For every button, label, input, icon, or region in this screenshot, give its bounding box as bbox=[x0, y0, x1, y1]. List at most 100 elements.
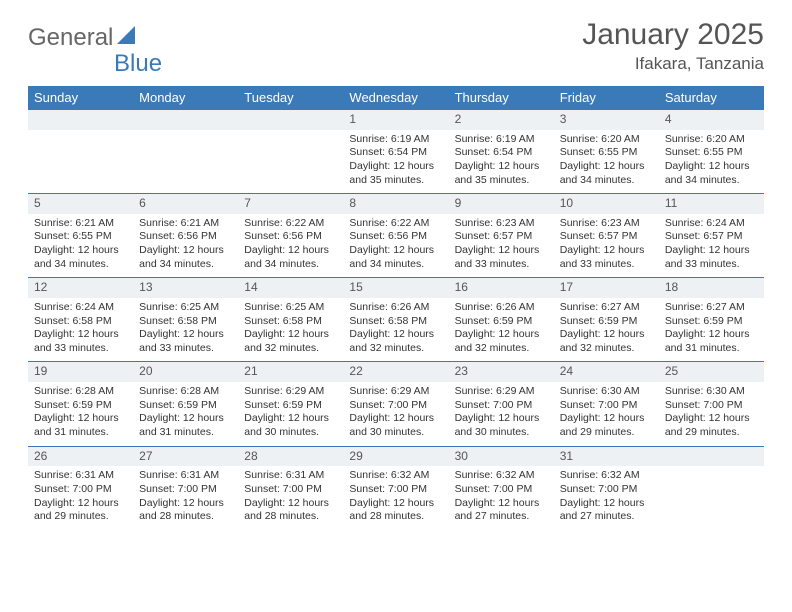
day-content-cell: Sunrise: 6:32 AMSunset: 7:00 PMDaylight:… bbox=[554, 466, 659, 530]
sunrise-line: Sunrise: 6:28 AM bbox=[34, 385, 127, 399]
sunset-line: Sunset: 6:58 PM bbox=[349, 315, 442, 329]
day-content-cell bbox=[133, 130, 238, 194]
location: Ifakara, Tanzania bbox=[582, 54, 764, 74]
day-number-row: 12131415161718 bbox=[28, 278, 764, 298]
sunset-line: Sunset: 6:57 PM bbox=[665, 230, 758, 244]
daylight-line: Daylight: 12 hours and 32 minutes. bbox=[560, 328, 653, 355]
weekday-header: Saturday bbox=[659, 86, 764, 110]
sunset-line: Sunset: 7:00 PM bbox=[349, 399, 442, 413]
day-number-row: 262728293031 bbox=[28, 446, 764, 466]
day-number-cell: 7 bbox=[238, 194, 343, 214]
sunset-line: Sunset: 7:00 PM bbox=[560, 483, 653, 497]
sunrise-line: Sunrise: 6:23 AM bbox=[560, 217, 653, 231]
day-content-cell: Sunrise: 6:24 AMSunset: 6:58 PMDaylight:… bbox=[28, 298, 133, 362]
day-number-cell: 23 bbox=[449, 362, 554, 382]
sunrise-line: Sunrise: 6:22 AM bbox=[244, 217, 337, 231]
day-number-cell: 29 bbox=[343, 446, 448, 466]
sunrise-line: Sunrise: 6:29 AM bbox=[244, 385, 337, 399]
sunset-line: Sunset: 6:54 PM bbox=[349, 146, 442, 160]
sunrise-line: Sunrise: 6:25 AM bbox=[244, 301, 337, 315]
day-number-cell bbox=[133, 110, 238, 130]
sunrise-line: Sunrise: 6:25 AM bbox=[139, 301, 232, 315]
day-content-cell: Sunrise: 6:20 AMSunset: 6:55 PMDaylight:… bbox=[659, 130, 764, 194]
daylight-line: Daylight: 12 hours and 35 minutes. bbox=[455, 160, 548, 187]
sunrise-line: Sunrise: 6:29 AM bbox=[349, 385, 442, 399]
daylight-line: Daylight: 12 hours and 28 minutes. bbox=[349, 497, 442, 524]
day-content-cell: Sunrise: 6:26 AMSunset: 6:58 PMDaylight:… bbox=[343, 298, 448, 362]
daylight-line: Daylight: 12 hours and 28 minutes. bbox=[139, 497, 232, 524]
sunset-line: Sunset: 6:54 PM bbox=[455, 146, 548, 160]
month-title: January 2025 bbox=[582, 18, 764, 52]
daylight-line: Daylight: 12 hours and 34 minutes. bbox=[244, 244, 337, 271]
day-number-cell: 12 bbox=[28, 278, 133, 298]
day-content-row: Sunrise: 6:19 AMSunset: 6:54 PMDaylight:… bbox=[28, 130, 764, 194]
sunset-line: Sunset: 7:00 PM bbox=[139, 483, 232, 497]
day-number-cell: 2 bbox=[449, 110, 554, 130]
sunrise-line: Sunrise: 6:26 AM bbox=[455, 301, 548, 315]
weekday-header: Monday bbox=[133, 86, 238, 110]
sunrise-line: Sunrise: 6:30 AM bbox=[665, 385, 758, 399]
day-number-cell: 18 bbox=[659, 278, 764, 298]
day-content-row: Sunrise: 6:21 AMSunset: 6:55 PMDaylight:… bbox=[28, 214, 764, 278]
logo-sail-icon bbox=[117, 26, 139, 51]
weekday-header: Friday bbox=[554, 86, 659, 110]
daylight-line: Daylight: 12 hours and 32 minutes. bbox=[244, 328, 337, 355]
day-number-cell: 25 bbox=[659, 362, 764, 382]
day-number-cell: 13 bbox=[133, 278, 238, 298]
day-number-cell: 11 bbox=[659, 194, 764, 214]
day-content-cell: Sunrise: 6:27 AMSunset: 6:59 PMDaylight:… bbox=[554, 298, 659, 362]
logo-text-general: General bbox=[28, 24, 113, 52]
day-content-row: Sunrise: 6:31 AMSunset: 7:00 PMDaylight:… bbox=[28, 466, 764, 530]
day-number-cell: 30 bbox=[449, 446, 554, 466]
day-number-cell bbox=[28, 110, 133, 130]
day-content-cell: Sunrise: 6:27 AMSunset: 6:59 PMDaylight:… bbox=[659, 298, 764, 362]
sunset-line: Sunset: 6:59 PM bbox=[139, 399, 232, 413]
sunrise-line: Sunrise: 6:26 AM bbox=[349, 301, 442, 315]
sunset-line: Sunset: 7:00 PM bbox=[349, 483, 442, 497]
day-content-cell: Sunrise: 6:23 AMSunset: 6:57 PMDaylight:… bbox=[554, 214, 659, 278]
day-content-row: Sunrise: 6:28 AMSunset: 6:59 PMDaylight:… bbox=[28, 382, 764, 446]
sunset-line: Sunset: 6:57 PM bbox=[560, 230, 653, 244]
sunrise-line: Sunrise: 6:32 AM bbox=[349, 469, 442, 483]
sunrise-line: Sunrise: 6:27 AM bbox=[665, 301, 758, 315]
day-content-cell: Sunrise: 6:21 AMSunset: 6:56 PMDaylight:… bbox=[133, 214, 238, 278]
sunrise-line: Sunrise: 6:24 AM bbox=[665, 217, 758, 231]
daylight-line: Daylight: 12 hours and 31 minutes. bbox=[34, 412, 127, 439]
daylight-line: Daylight: 12 hours and 34 minutes. bbox=[349, 244, 442, 271]
day-number-cell bbox=[238, 110, 343, 130]
day-content-cell: Sunrise: 6:19 AMSunset: 6:54 PMDaylight:… bbox=[449, 130, 554, 194]
sunset-line: Sunset: 7:00 PM bbox=[244, 483, 337, 497]
sunset-line: Sunset: 7:00 PM bbox=[455, 483, 548, 497]
day-content-cell: Sunrise: 6:29 AMSunset: 6:59 PMDaylight:… bbox=[238, 382, 343, 446]
day-number-cell: 6 bbox=[133, 194, 238, 214]
sunset-line: Sunset: 6:59 PM bbox=[244, 399, 337, 413]
logo-text-blue: Blue bbox=[114, 50, 162, 78]
sunrise-line: Sunrise: 6:32 AM bbox=[560, 469, 653, 483]
day-content-cell: Sunrise: 6:30 AMSunset: 7:00 PMDaylight:… bbox=[554, 382, 659, 446]
daylight-line: Daylight: 12 hours and 32 minutes. bbox=[455, 328, 548, 355]
day-content-cell: Sunrise: 6:31 AMSunset: 7:00 PMDaylight:… bbox=[238, 466, 343, 530]
sunset-line: Sunset: 6:59 PM bbox=[34, 399, 127, 413]
sunrise-line: Sunrise: 6:32 AM bbox=[455, 469, 548, 483]
sunset-line: Sunset: 6:56 PM bbox=[244, 230, 337, 244]
day-number-cell: 27 bbox=[133, 446, 238, 466]
day-content-cell: Sunrise: 6:26 AMSunset: 6:59 PMDaylight:… bbox=[449, 298, 554, 362]
day-content-cell: Sunrise: 6:29 AMSunset: 7:00 PMDaylight:… bbox=[343, 382, 448, 446]
calendar-table: Sunday Monday Tuesday Wednesday Thursday… bbox=[28, 86, 764, 530]
day-number-row: 19202122232425 bbox=[28, 362, 764, 382]
day-content-cell: Sunrise: 6:28 AMSunset: 6:59 PMDaylight:… bbox=[133, 382, 238, 446]
daylight-line: Daylight: 12 hours and 30 minutes. bbox=[455, 412, 548, 439]
day-number-cell: 1 bbox=[343, 110, 448, 130]
daylight-line: Daylight: 12 hours and 30 minutes. bbox=[244, 412, 337, 439]
weekday-header: Tuesday bbox=[238, 86, 343, 110]
daylight-line: Daylight: 12 hours and 30 minutes. bbox=[349, 412, 442, 439]
day-number-cell: 8 bbox=[343, 194, 448, 214]
weekday-header-row: Sunday Monday Tuesday Wednesday Thursday… bbox=[28, 86, 764, 110]
daylight-line: Daylight: 12 hours and 32 minutes. bbox=[349, 328, 442, 355]
daylight-line: Daylight: 12 hours and 29 minutes. bbox=[560, 412, 653, 439]
day-number-cell: 31 bbox=[554, 446, 659, 466]
day-content-cell: Sunrise: 6:32 AMSunset: 7:00 PMDaylight:… bbox=[449, 466, 554, 530]
day-content-row: Sunrise: 6:24 AMSunset: 6:58 PMDaylight:… bbox=[28, 298, 764, 362]
sunset-line: Sunset: 6:58 PM bbox=[139, 315, 232, 329]
day-content-cell: Sunrise: 6:22 AMSunset: 6:56 PMDaylight:… bbox=[343, 214, 448, 278]
